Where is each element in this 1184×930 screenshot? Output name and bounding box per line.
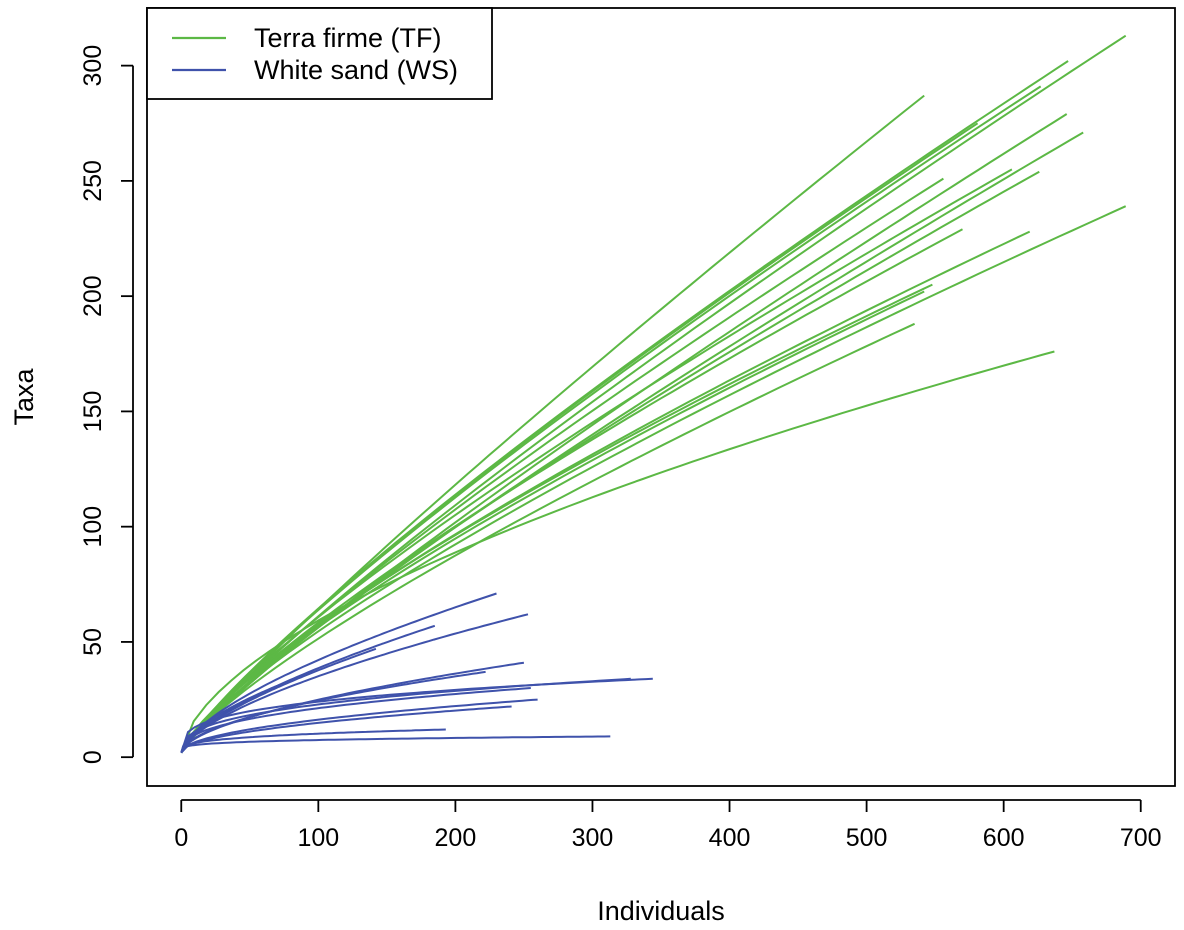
x-axis: 0 100 200 300 400 500 600 700 (174, 799, 1162, 852)
curve-WS-14 (180, 735, 611, 754)
y-tick-label-50: 50 (79, 628, 107, 656)
y-axis: 0 50 100 150 200 250 300 (79, 45, 134, 764)
series-WS (180, 592, 653, 754)
series-TF (180, 34, 1127, 754)
x-tick-label-100: 100 (297, 824, 339, 852)
x-tick-label-400: 400 (709, 824, 751, 852)
x-tick-label-600: 600 (983, 824, 1025, 852)
curve-WS-1 (180, 592, 497, 754)
y-tick-label-150: 150 (79, 391, 107, 433)
legend-box (146, 7, 493, 100)
curve-TF-6 (180, 122, 979, 754)
x-tick-label-300: 300 (572, 824, 614, 852)
curve-WS-2 (180, 613, 529, 754)
plot-frame (146, 7, 1176, 787)
curve-WS-12 (180, 705, 512, 754)
curve-WS-4 (180, 647, 377, 753)
y-tick-label-0: 0 (79, 750, 107, 764)
curve-TF-11 (180, 205, 1127, 754)
legend-label-white-sand: White sand (WS) (254, 55, 458, 85)
x-tick-label-500: 500 (846, 824, 888, 852)
legend-label-terra-firme: Terra firme (TF) (254, 23, 441, 53)
y-tick-label-100: 100 (79, 506, 107, 548)
x-tick-label-700: 700 (1120, 824, 1162, 852)
curves-layer (180, 34, 1127, 754)
curve-TF-15 (180, 290, 925, 754)
y-tick-label-250: 250 (79, 160, 107, 202)
x-tick-label-0: 0 (174, 824, 188, 852)
y-tick-label-200: 200 (79, 275, 107, 317)
curve-TF-16 (180, 322, 916, 754)
curve-TF-10 (180, 177, 944, 754)
x-axis-title: Individuals (597, 896, 725, 926)
curve-WS-11 (180, 698, 538, 754)
legend: Terra firme (TF) White sand (WS) (146, 7, 493, 100)
curve-WS-5 (180, 670, 314, 753)
curve-WS-9 (180, 677, 653, 753)
curve-TF-17 (180, 350, 1055, 753)
y-axis-title: Taxa (9, 368, 39, 426)
curve-WS-10 (180, 687, 531, 753)
curve-TF-14 (180, 283, 933, 754)
curve-TF-12 (180, 228, 963, 754)
curve-WS-13 (180, 728, 446, 754)
y-tick-label-300: 300 (79, 45, 107, 87)
x-tick-label-200: 200 (435, 824, 477, 852)
